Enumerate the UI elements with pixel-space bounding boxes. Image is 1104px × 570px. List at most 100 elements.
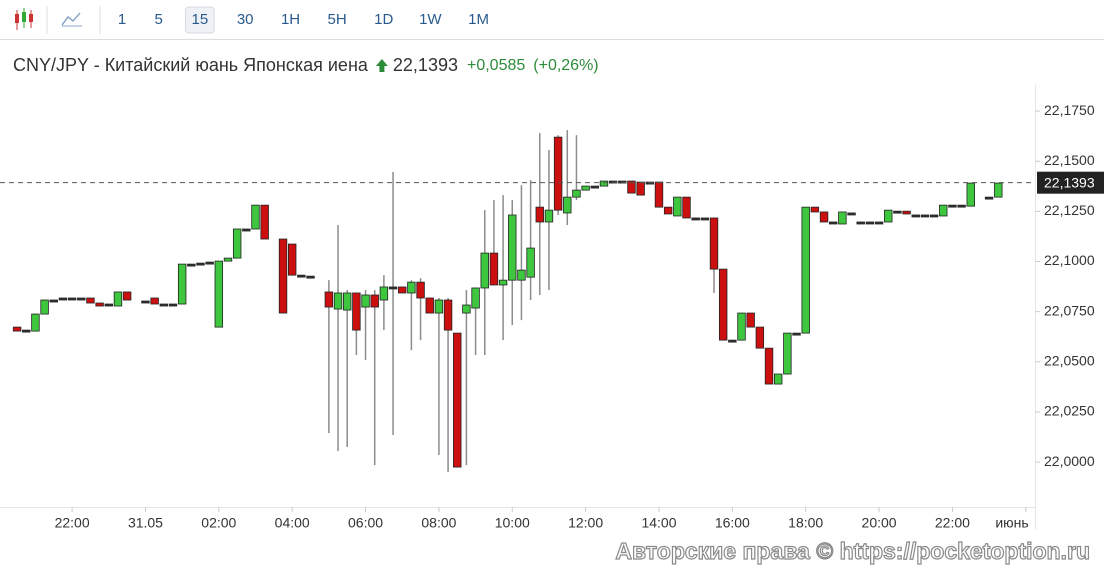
- candle-down: [150, 297, 159, 305]
- interval-button[interactable]: 1W: [419, 11, 442, 28]
- candle-down: [718, 268, 728, 341]
- candle-up: [306, 275, 315, 279]
- candle-up: [58, 297, 68, 301]
- y-tick-label: 22,1000: [1044, 252, 1095, 268]
- candle-up: [599, 180, 609, 187]
- candle-up: [297, 274, 306, 278]
- candle-down: [453, 332, 462, 468]
- candle-up: [581, 185, 590, 191]
- candle-down: [553, 136, 563, 211]
- selected-interval[interactable]: [185, 6, 215, 34]
- change-percent: (+0,26%): [533, 57, 598, 74]
- candle-down: [86, 297, 95, 304]
- interval-button[interactable]: 30: [237, 11, 254, 28]
- interval-button[interactable]: 15: [192, 11, 209, 28]
- candle-down: [425, 297, 434, 314]
- candle-down: [746, 312, 755, 328]
- candle-up: [700, 217, 710, 221]
- candle-up: [251, 204, 260, 230]
- candle-up: [994, 182, 1003, 198]
- candle-up: [801, 206, 810, 334]
- x-tick-label: 04:00: [275, 515, 310, 531]
- candle-up: [691, 217, 700, 221]
- candle-down: [489, 252, 499, 286]
- candle-up: [829, 221, 838, 225]
- candle-up: [49, 299, 58, 303]
- candle-up: [590, 185, 599, 189]
- y-tick-label: 22,1250: [1044, 202, 1095, 218]
- x-tick-label: июнь: [995, 515, 1028, 531]
- candle-up: [104, 303, 113, 307]
- x-tick-label: 10:00: [495, 515, 530, 531]
- candle-up: [856, 221, 865, 225]
- candle-down: [12, 326, 22, 332]
- candle-down: [95, 302, 104, 307]
- candle-up: [388, 286, 398, 290]
- candle-down: [764, 347, 774, 385]
- y-tick-label: 22,1750: [1044, 102, 1095, 118]
- x-tick-label: 08:00: [421, 515, 456, 531]
- x-tick-label: 22:00: [935, 515, 970, 531]
- candle-up: [966, 182, 975, 207]
- interval-button[interactable]: 1H: [281, 11, 300, 28]
- candle-up: [113, 291, 123, 307]
- candle-up: [177, 263, 187, 305]
- interval-button[interactable]: 1M: [468, 11, 489, 28]
- candle-up: [948, 204, 957, 208]
- candle-up: [737, 312, 746, 341]
- candle-up: [196, 262, 205, 266]
- candle-up: [67, 297, 77, 301]
- line-icon[interactable]: [61, 12, 82, 27]
- candle-up: [77, 297, 86, 301]
- candle-down: [260, 204, 269, 240]
- y-tick-label: 22,0000: [1044, 453, 1095, 469]
- candle-down: [709, 217, 719, 270]
- candle-down: [278, 238, 288, 314]
- x-tick-label: 22:00: [55, 515, 90, 531]
- candle-up: [434, 299, 444, 314]
- candle-up: [361, 294, 370, 308]
- candle-up: [223, 257, 233, 262]
- candle-up: [874, 221, 884, 225]
- candle-up: [40, 299, 49, 315]
- interval-button[interactable]: 5: [155, 11, 163, 28]
- candle-up: [187, 263, 196, 267]
- interval-button[interactable]: 1D: [374, 11, 393, 28]
- candle-up: [728, 339, 737, 343]
- candle-up: [939, 204, 948, 217]
- candle-down: [682, 196, 691, 219]
- candle-up: [957, 204, 966, 208]
- x-tick-label: 12:00: [568, 515, 603, 531]
- y-tick-label: 22,0750: [1044, 302, 1095, 318]
- x-tick-label: 14:00: [641, 515, 676, 531]
- symbol-title: CNY/JPY - Китайский юань Японская иена: [13, 55, 369, 75]
- candle-up: [838, 211, 847, 225]
- candle-up: [498, 279, 508, 286]
- candle-down: [398, 286, 407, 294]
- interval-button[interactable]: 1: [118, 11, 126, 28]
- candle-up: [893, 210, 902, 214]
- candle-up: [407, 281, 416, 294]
- candle-down: [443, 299, 453, 331]
- candle-up: [379, 286, 389, 301]
- x-tick-label: 20:00: [862, 515, 897, 531]
- candle-up: [232, 228, 242, 259]
- last-price-label: 22,1393: [1044, 174, 1095, 190]
- candle-up: [333, 292, 343, 310]
- candle-up: [526, 247, 535, 278]
- candle-up: [673, 196, 682, 217]
- candle-up: [884, 209, 893, 223]
- candle-up: [168, 303, 178, 307]
- candle-up: [911, 214, 920, 218]
- candle-down: [370, 294, 379, 308]
- candle-up: [544, 209, 554, 223]
- change: +0,0585: [467, 57, 525, 74]
- candle-icon[interactable]: [15, 8, 33, 30]
- candle-down: [122, 291, 132, 301]
- candle-up: [865, 221, 875, 225]
- candle-up: [480, 252, 489, 289]
- candle-up: [159, 303, 169, 307]
- candle-up: [141, 300, 150, 304]
- interval-button[interactable]: 5H: [328, 11, 347, 28]
- candle-down: [324, 291, 334, 308]
